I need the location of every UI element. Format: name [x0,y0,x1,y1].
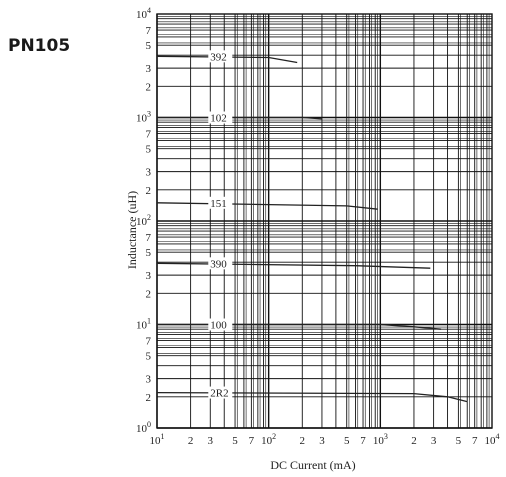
x-axis-title: DC Current (mA) [270,458,355,472]
x-tick-label: 2 [188,435,194,447]
y-tick-label: 3 [146,63,152,75]
y-tick-label: 3 [146,374,152,386]
y-tick-label: 101 [136,317,151,332]
x-tick-label: 102 [261,432,276,447]
y-axis-title: Inductance (uH) [125,191,139,269]
series-label-102: 102 [210,113,227,125]
series-label-390: 390 [210,258,227,270]
y-tick-label: 5 [146,144,152,156]
y-tick-label: 2 [146,392,152,404]
chart-series: 392 102 151 390 100 2R2 [156,50,468,403]
y-tick-label: 102 [136,213,151,228]
x-tick-label: 2 [411,435,417,447]
y-tick-label: 2 [146,288,152,300]
y-tick-label: 7 [146,336,152,348]
x-tick-label: 3 [319,435,325,447]
y-tick-label: 2 [146,81,152,93]
y-tick-label: 100 [136,420,151,435]
y-tick-label: 5 [146,40,152,52]
series-label-bg [208,318,233,331]
part-number-label: PN105 [8,36,71,56]
series-line-392 [156,55,298,64]
x-tick-label: 5 [232,435,238,447]
y-tick-label: 3 [146,167,152,179]
x-tick-label: 101 [150,432,165,447]
x-tick-label: 7 [360,435,366,447]
series-label-bg [208,257,233,270]
x-tick-label: 5 [456,435,462,447]
y-tick-label: 5 [146,247,152,259]
y-tick-label: 103 [136,110,151,125]
series-line-102 [157,116,322,120]
series-label-bg [208,50,233,63]
series-label-bg [208,111,233,124]
x-tick-label: 3 [431,435,437,447]
y-tick-label: 3 [146,270,152,282]
chart-grid [156,13,493,429]
y-tick-label: 7 [146,25,152,37]
x-tick-label: 5 [344,435,350,447]
series-line-2r2 [156,391,468,403]
series-label-392: 392 [210,51,227,63]
series-line-390 [156,262,431,269]
series-label-2r2: 2R2 [210,388,228,400]
y-tick-label: 2 [146,185,152,197]
y-tick-label: 7 [146,232,152,244]
x-tick-label: 7 [249,435,255,447]
chart-tick-labels: 101 2 3 5 7 102 2 3 5 7 103 2 3 5 7 1041002357101235710… [136,6,500,447]
series-label-bg [208,386,233,399]
x-tick-label: 2 [300,435,306,447]
y-tick-label: 5 [146,351,152,363]
series-label-100: 100 [210,320,227,332]
x-tick-label: 3 [208,435,214,447]
series-line-151 [156,202,378,210]
y-tick-label: 7 [146,129,152,141]
y-tick-label: 104 [136,6,151,21]
x-tick-label: 104 [485,432,500,447]
x-tick-label: 103 [373,432,388,447]
x-tick-label: 7 [472,435,478,447]
series-label-151: 151 [210,198,227,210]
series-label-bg [208,196,233,209]
series-line-100 [157,323,442,330]
plot-frame [156,13,493,429]
